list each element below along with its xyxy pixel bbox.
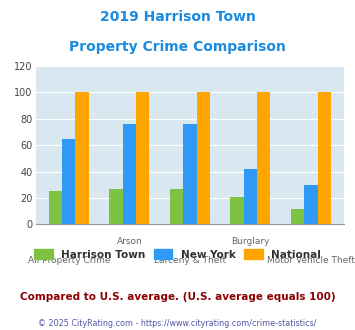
Bar: [304, 185, 318, 224]
Bar: [109, 189, 123, 224]
Bar: [183, 124, 197, 224]
Bar: [170, 189, 183, 224]
Text: All Property Crime: All Property Crime: [28, 256, 110, 265]
Text: Larceny & Theft: Larceny & Theft: [154, 256, 226, 265]
Text: Property Crime Comparison: Property Crime Comparison: [69, 40, 286, 53]
Bar: [291, 209, 304, 224]
Text: Compared to U.S. average. (U.S. average equals 100): Compared to U.S. average. (U.S. average …: [20, 292, 335, 302]
Text: 2019 Harrison Town: 2019 Harrison Town: [99, 10, 256, 24]
Bar: [49, 191, 62, 224]
Bar: [76, 92, 89, 224]
Text: © 2025 CityRating.com - https://www.cityrating.com/crime-statistics/: © 2025 CityRating.com - https://www.city…: [38, 319, 317, 328]
Bar: [197, 92, 210, 224]
Bar: [136, 92, 149, 224]
Bar: [123, 124, 136, 224]
Text: Motor Vehicle Theft: Motor Vehicle Theft: [267, 256, 355, 265]
Bar: [230, 197, 244, 224]
Bar: [244, 169, 257, 224]
Bar: [318, 92, 331, 224]
Bar: [62, 139, 76, 224]
Text: Arson: Arson: [116, 237, 142, 246]
Legend: Harrison Town, New York, National: Harrison Town, New York, National: [30, 245, 325, 264]
Text: Burglary: Burglary: [231, 237, 270, 246]
Bar: [257, 92, 271, 224]
